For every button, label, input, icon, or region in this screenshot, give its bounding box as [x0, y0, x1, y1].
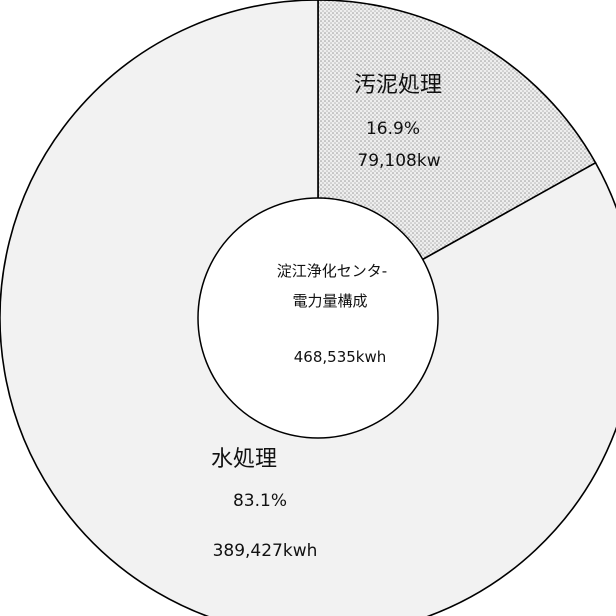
slice-value-water: 389,427kwh [213, 541, 318, 561]
slice-percent-sludge: 16.9% [366, 119, 420, 139]
center-title-line1: 淀江浄化センタ- [277, 262, 387, 280]
slice-percent-water: 83.1% [233, 491, 287, 511]
slice-label-sludge: 汚泥処理 [354, 73, 442, 98]
center-hole [197, 197, 439, 439]
center-total: 468,535kwh [294, 348, 387, 366]
center-title-line2: 電力量構成 [292, 292, 367, 310]
slice-value-sludge: 79,108kw [357, 151, 440, 171]
slice-label-water: 水処理 [211, 447, 277, 472]
